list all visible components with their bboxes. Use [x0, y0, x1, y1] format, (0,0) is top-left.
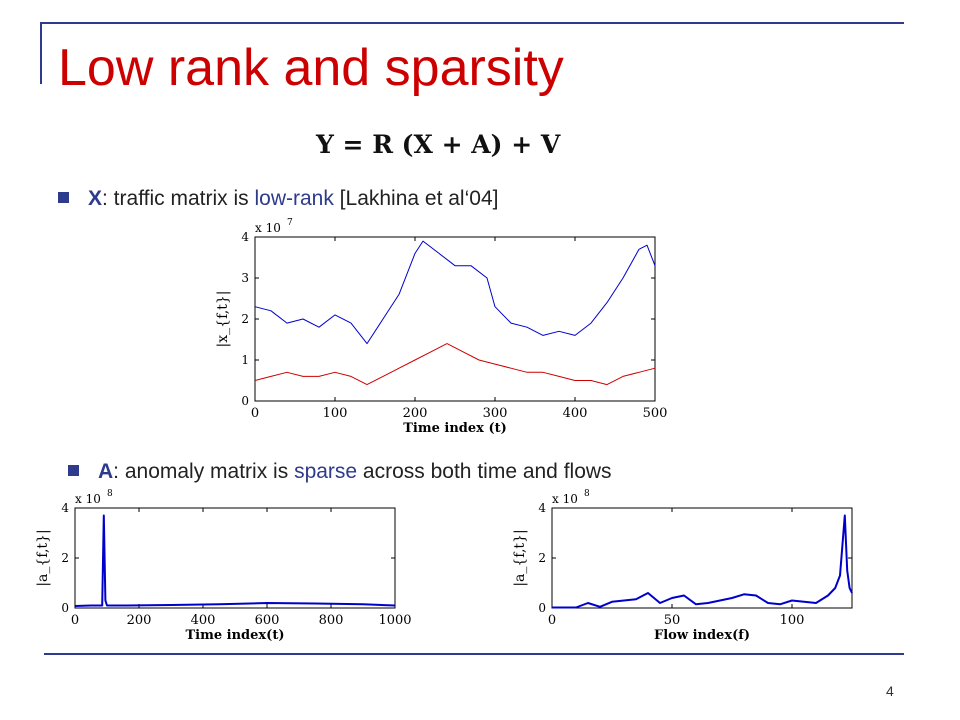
scale-factor-exponent: 7 — [287, 218, 293, 228]
bullet-text: : traffic matrix is — [102, 187, 255, 210]
x-tick-label: 400 — [191, 613, 216, 628]
bullet-traffic-matrix: X: traffic matrix is low-rank [Lakhina e… — [58, 187, 498, 211]
page-number: 4 — [886, 683, 894, 699]
bullet-variable: A — [98, 460, 114, 483]
x-tick-label: 100 — [323, 406, 348, 421]
slide-title: Low rank and sparsity — [58, 39, 564, 97]
left-border-line — [40, 22, 42, 84]
series-line-0 — [552, 514, 853, 609]
bullet-text: : anomaly matrix is — [113, 460, 295, 483]
x-tick-label: 1000 — [378, 613, 411, 628]
chart-traffic-matrix: 0 100 200 300 400 500 0 1 2 3 4 x 10 7 Time index (t)… — [215, 218, 668, 436]
bullet-variable: X — [88, 187, 103, 210]
scale-factor-label: x 10 — [75, 492, 101, 506]
scale-factor-exponent: 8 — [107, 489, 113, 499]
chart-anomaly-flow: 0 50 100 0 2 4 x 10 8 Flow index(f) |a_{f,t}| — [512, 489, 853, 643]
y-tick-label: 4 — [241, 230, 249, 244]
scale-factor-label: x 10 — [255, 221, 281, 235]
scale-factor-exponent: 8 — [584, 489, 590, 499]
y-axis-label: |a_{f,t}| — [35, 529, 51, 586]
y-tick-label: 0 — [538, 601, 546, 615]
bullet-highlight: sparse — [294, 460, 358, 483]
y-tick-label: 2 — [241, 312, 249, 326]
x-tick-label: 300 — [483, 406, 508, 421]
x-tick-label: 800 — [319, 613, 344, 628]
y-tick-label: 0 — [241, 394, 249, 408]
y-tick-label: 2 — [538, 551, 546, 565]
x-tick-label: 100 — [780, 613, 805, 628]
x-tick-label: 400 — [563, 406, 588, 421]
bullet-anomaly-matrix: A: anomaly matrix is sparse across both … — [68, 460, 612, 484]
y-tick-label: 3 — [241, 271, 249, 285]
plot-frame — [74, 507, 396, 609]
series-line-1 — [254, 343, 656, 386]
chart-anomaly-time: 0 200 400 600 800 1000 0 2 4 x 10 8 Time index(t) |a… — [35, 489, 412, 643]
bottom-rule — [44, 653, 904, 655]
x-axis-label: Time index (t) — [403, 421, 507, 436]
x-tick-label: 500 — [643, 406, 668, 421]
x-axis-label: Flow index(f) — [654, 628, 750, 643]
bullet-highlight: low-rank — [254, 187, 334, 210]
y-axis-label: |a_{f,t}| — [512, 529, 528, 586]
plot-frame — [551, 507, 853, 609]
x-tick-label: 600 — [255, 613, 280, 628]
y-axis-label: |x_{f,t}| — [215, 291, 231, 348]
scale-factor-label: x 10 — [552, 492, 578, 506]
y-tick-label: 0 — [61, 601, 69, 615]
y-tick-label: 4 — [538, 501, 546, 515]
x-tick-label: 200 — [127, 613, 152, 628]
x-tick-label: 0 — [71, 613, 79, 628]
x-tick-label: 0 — [548, 613, 556, 628]
top-border-line — [40, 22, 904, 24]
bullet-square-icon — [68, 465, 79, 476]
equation: Y = R (X + A) + V — [316, 130, 561, 159]
bullet-square-icon — [58, 192, 69, 203]
series-line-0 — [254, 240, 656, 345]
x-axis-label: Time index(t) — [186, 628, 285, 643]
bullet-text-end: across both time and flows — [357, 460, 612, 483]
y-tick-label: 1 — [241, 353, 249, 367]
x-tick-label: 50 — [664, 613, 681, 628]
x-tick-label: 0 — [251, 406, 259, 421]
bullet-text-end: [Lakhina et al‘04] — [333, 187, 499, 210]
series-line-0 — [74, 514, 396, 607]
y-tick-label: 4 — [61, 501, 69, 515]
x-tick-label: 200 — [403, 406, 428, 421]
y-tick-label: 2 — [61, 551, 69, 565]
